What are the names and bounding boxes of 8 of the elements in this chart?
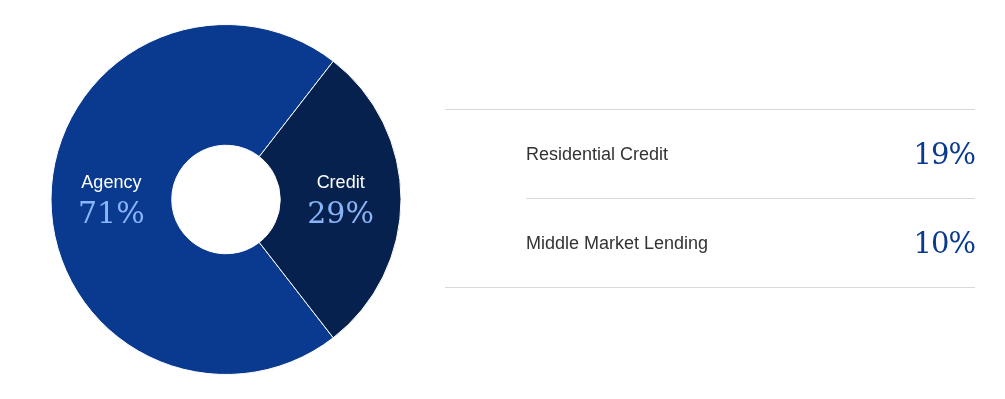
text: 10% bbox=[913, 226, 975, 260]
text: Residential Credit bbox=[526, 143, 669, 165]
text: 19% bbox=[913, 137, 975, 171]
slice-label: Credit bbox=[316, 172, 365, 193]
text: Middle Market Lending bbox=[526, 232, 709, 254]
slice-label: Agency bbox=[81, 172, 142, 193]
data-label: 29% bbox=[307, 195, 374, 231]
data-label: 71% bbox=[78, 195, 145, 231]
